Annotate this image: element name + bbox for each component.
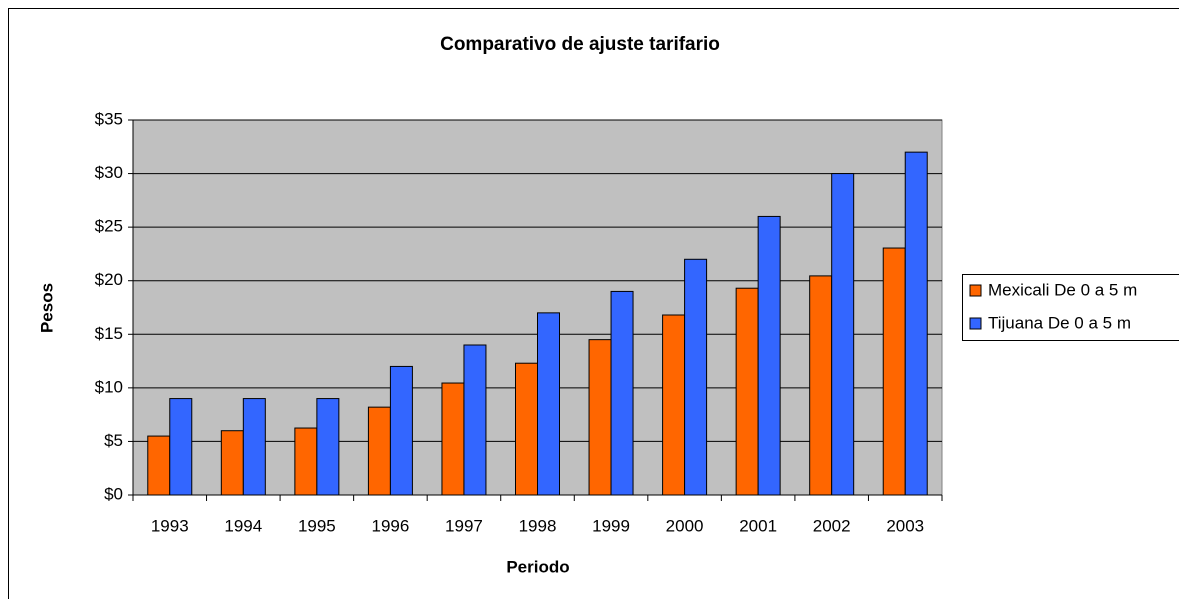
bar	[831, 173, 855, 496]
x-tick-label: 1996	[371, 516, 409, 535]
x-tick-label: 1994	[224, 516, 262, 535]
bar	[809, 275, 833, 496]
bar	[735, 287, 759, 496]
x-tick-label: 2002	[813, 516, 851, 535]
y-tick-label: $20	[95, 270, 123, 289]
bar	[610, 290, 634, 496]
x-tick-label: 2003	[886, 516, 924, 535]
y-tick-label: $0	[104, 484, 123, 503]
bar	[441, 382, 465, 496]
bar	[242, 398, 266, 496]
y-axis-label: Pesos	[37, 283, 56, 333]
x-tick-label: 1999	[592, 516, 630, 535]
bar	[147, 435, 171, 496]
bar	[220, 430, 244, 496]
bar	[904, 151, 928, 496]
y-tick-label: $5	[104, 431, 123, 450]
bar	[515, 362, 538, 496]
y-tick-label: $15	[95, 324, 123, 343]
legend-swatch	[969, 284, 982, 297]
y-tick-label: $10	[95, 377, 123, 396]
bar	[294, 427, 318, 496]
legend	[962, 274, 1179, 341]
legend-swatch	[969, 317, 982, 330]
bar	[882, 247, 906, 496]
x-tick-label: 2001	[739, 516, 777, 535]
bar	[169, 398, 193, 496]
bar	[537, 312, 560, 496]
bar	[367, 406, 391, 496]
y-tick-label: $30	[95, 163, 123, 182]
bar	[463, 344, 487, 496]
x-tick-label: 1998	[519, 516, 557, 535]
bar	[588, 339, 612, 496]
bar	[389, 365, 413, 496]
y-tick-label: $25	[95, 217, 123, 236]
bar	[662, 314, 686, 496]
x-tick-label: 1995	[298, 516, 336, 535]
bar	[316, 398, 340, 496]
y-tick-label: $35	[95, 109, 123, 128]
bar	[757, 215, 781, 496]
x-tick-label: 1993	[151, 516, 189, 535]
x-tick-label: 2000	[666, 516, 704, 535]
legend-label: Mexicali De 0 a 5 m	[988, 280, 1137, 299]
chart-title: Comparativo de ajuste tarifario	[440, 34, 720, 55]
x-axis-label: Periodo	[506, 557, 569, 576]
legend-label: Tijuana De 0 a 5 m	[988, 313, 1131, 332]
bar	[684, 258, 708, 496]
x-tick-label: 1997	[445, 516, 483, 535]
